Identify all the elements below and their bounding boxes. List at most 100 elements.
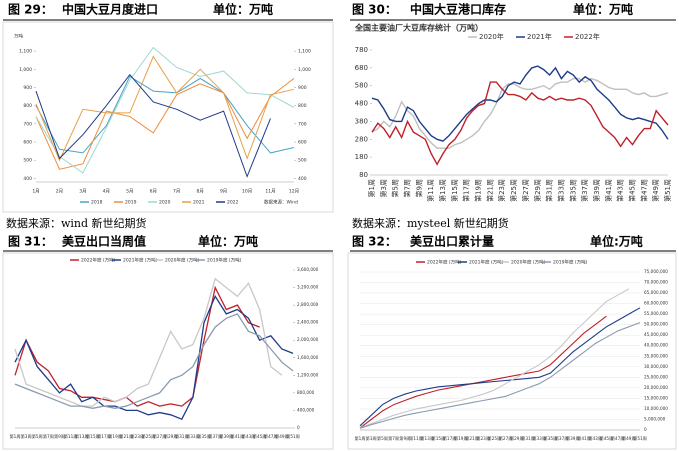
x-tick-label: 第7周 xyxy=(388,435,399,442)
x-tick-label: 第13周 xyxy=(438,179,447,202)
y-tick-label: 40,000,000 xyxy=(644,343,668,348)
x-tick-label: 第15周 xyxy=(450,179,459,202)
y-tick-label: 280 xyxy=(355,135,368,143)
figure-number: 图 30： xyxy=(352,3,397,17)
x-tick-label: 9月 xyxy=(220,189,227,195)
x-tick-label: 第25周 xyxy=(509,179,518,202)
x-tick-label: 第19周 xyxy=(474,179,483,202)
x-tick-label: 第23周 xyxy=(130,433,144,440)
y-tick-label: 3,600,000 xyxy=(297,267,319,272)
x-tick-label: 2月 xyxy=(56,189,63,195)
frame xyxy=(347,252,677,450)
x-tick-label: 5月 xyxy=(126,189,133,195)
series-line xyxy=(371,81,669,166)
x-tick-label: 第3周 xyxy=(366,435,377,442)
series-line xyxy=(14,285,260,407)
x-tick-label: 第35周 xyxy=(568,179,577,202)
x-tick-label: 第5周 xyxy=(391,179,400,197)
legend-label: 2020年 xyxy=(479,32,504,41)
legend-label: 2020年度 (万吨) xyxy=(511,259,546,266)
y-tick-label: 500 xyxy=(298,158,307,164)
legend-label: 2021 xyxy=(193,200,205,206)
y-tick-label: 800 xyxy=(23,103,32,109)
y-tick-label: 70,000,000 xyxy=(644,280,668,285)
legend-label: 2022年度 (万吨) xyxy=(81,257,116,264)
series-line xyxy=(35,55,295,162)
x-tick-label: 第29周 xyxy=(164,433,178,440)
x-tick-label: 第23周 xyxy=(497,179,506,202)
y-tick-label: 75,000,000 xyxy=(644,269,668,274)
x-tick-label: 第37周 xyxy=(555,435,569,442)
y-tick-label: 800 xyxy=(298,103,307,109)
panel-unit: 单位:万吨 xyxy=(590,234,643,249)
x-tick-label: 第41周 xyxy=(231,433,245,440)
x-tick-label: 12月 xyxy=(289,189,299,195)
panel-heading: 中国大豆港口库存 xyxy=(410,2,506,17)
x-tick-label: 第41周 xyxy=(577,435,591,442)
y-tick-label: 1,000 xyxy=(298,67,311,73)
figure-number: 图 31： xyxy=(8,235,53,249)
frame xyxy=(2,21,334,213)
x-tick-label: 第1周 xyxy=(9,433,20,440)
x-tick-label: 第23周 xyxy=(476,435,490,442)
y-tick-label: 680 xyxy=(355,64,368,72)
series-line xyxy=(35,73,271,178)
legend-label: 2021年 xyxy=(527,32,552,41)
x-tick-label: 第29周 xyxy=(533,179,542,202)
x-tick-label: 第47周 xyxy=(264,433,278,440)
x-tick-label: 第19周 xyxy=(454,435,468,442)
x-tick-label: 第37周 xyxy=(580,179,589,202)
x-tick-label: 第7周 xyxy=(403,179,412,197)
y-tick-label: 500 xyxy=(23,158,32,164)
y-tick-label: 900 xyxy=(23,85,32,91)
x-tick-label: 1月 xyxy=(32,189,39,195)
x-tick-label: 第13周 xyxy=(75,433,89,440)
y-tick-label: 55,000,000 xyxy=(644,311,668,316)
x-tick-label: 第17周 xyxy=(462,179,471,202)
figure-number: 图 32： xyxy=(352,235,397,249)
x-tick-label: 第51周 xyxy=(286,433,300,440)
x-tick-label: 7月 xyxy=(173,189,180,195)
y-tick-label: 1,200,000 xyxy=(297,372,319,377)
source: 数据来源：mysteel 新世纪期货 xyxy=(352,216,509,230)
x-tick-label: 第7周 xyxy=(43,433,54,440)
series-line xyxy=(359,322,641,429)
x-tick-label: 第31周 xyxy=(521,435,535,442)
y-tick-label: 60,000,000 xyxy=(644,301,668,306)
legend-label: 2022年度 (万吨) xyxy=(427,259,462,266)
x-tick-label: 第43周 xyxy=(242,433,256,440)
x-tick-label: 第33周 xyxy=(186,433,200,440)
x-tick-label: 第17周 xyxy=(443,435,457,442)
panel-heading: 中国大豆月度进口 xyxy=(62,2,158,17)
x-tick-label: 第49周 xyxy=(622,435,636,442)
x-tick-label: 第27周 xyxy=(521,179,530,202)
figure-number: 图 29： xyxy=(8,3,53,17)
legend-label: 2021年度 (万吨) xyxy=(123,257,158,264)
x-tick-label: 10月 xyxy=(242,189,252,195)
x-tick-label: 第35周 xyxy=(544,435,558,442)
x-tick-label: 第5周 xyxy=(32,433,43,440)
panel-unit: 单位：万吨 xyxy=(198,234,258,249)
x-tick-label: 第29周 xyxy=(510,435,524,442)
x-tick-label: 第9周 xyxy=(54,433,65,440)
x-tick-label: 第11周 xyxy=(409,435,423,442)
x-tick-label: 8月 xyxy=(196,189,203,195)
series-line xyxy=(35,75,295,154)
x-tick-label: 第3周 xyxy=(379,179,388,197)
x-tick-label: 第49周 xyxy=(275,433,289,440)
y-tick-label: 80 xyxy=(359,171,368,179)
y-tick-label: 2,800,000 xyxy=(297,302,319,307)
x-tick-label: 第1周 xyxy=(354,435,365,442)
x-tick-label: 第15周 xyxy=(432,435,446,442)
x-tick-label: 第17周 xyxy=(97,433,111,440)
y-tick-label: 30,000,000 xyxy=(644,364,668,369)
x-tick-label: 第13周 xyxy=(420,435,434,442)
y-tick-label: 900 xyxy=(298,85,307,91)
series-line xyxy=(359,307,641,427)
x-tick-label: 第31周 xyxy=(175,433,189,440)
series-line xyxy=(14,277,283,407)
x-tick-label: 第5周 xyxy=(377,435,388,442)
y-tick-label: 2,400,000 xyxy=(297,320,319,325)
series-line xyxy=(14,313,294,409)
x-tick-label: 第33周 xyxy=(532,435,546,442)
